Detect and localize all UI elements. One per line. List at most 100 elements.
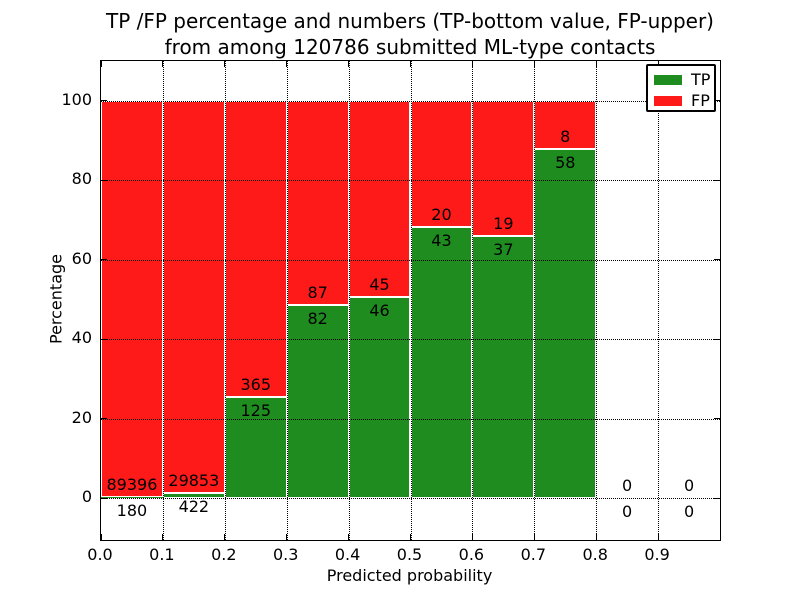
tp-count-label: 82 bbox=[307, 309, 328, 329]
fp-count-label: 89396 bbox=[106, 475, 158, 495]
x-tick-mark-top bbox=[348, 61, 350, 67]
y-tick-label: 60 bbox=[71, 248, 92, 268]
y-tick-mark-right bbox=[714, 179, 720, 181]
x-tick-mark bbox=[348, 534, 350, 540]
legend-item-fp: FP bbox=[654, 92, 710, 110]
x-tick-label: 0.3 bbox=[272, 545, 299, 564]
x-tick-label: 0.8 bbox=[582, 545, 608, 564]
y-tick-mark bbox=[101, 259, 107, 261]
gridline-horizontal bbox=[101, 180, 720, 182]
gridline-horizontal bbox=[101, 259, 720, 261]
fp-count-label: 365 bbox=[240, 374, 272, 394]
fp-count-label: 19 bbox=[493, 213, 514, 233]
gridline-vertical bbox=[472, 61, 474, 540]
gridline-horizontal bbox=[101, 100, 720, 102]
x-tick-label: 0.4 bbox=[334, 545, 361, 564]
x-tick-label: 0.5 bbox=[396, 545, 423, 564]
fp-legend-label: FP bbox=[691, 91, 710, 110]
gridline-horizontal bbox=[101, 339, 720, 341]
legend-item-tp: TP bbox=[654, 71, 710, 89]
x-tick-mark bbox=[100, 534, 102, 540]
fp-bar-segment bbox=[286, 100, 349, 306]
fp-bar-segment bbox=[224, 100, 287, 397]
y-tick-mark bbox=[101, 179, 107, 181]
y-tick-mark-right bbox=[714, 338, 720, 340]
y-tick-mark bbox=[101, 100, 107, 102]
fp-bar-segment bbox=[101, 100, 163, 498]
tp-bar-segment bbox=[534, 148, 597, 499]
fp-bar-segment bbox=[162, 100, 225, 493]
y-tick-label: 20 bbox=[71, 407, 92, 427]
tp-count-label: 422 bbox=[178, 496, 210, 516]
y-tick-mark bbox=[101, 418, 107, 420]
y-tick-mark-right bbox=[714, 418, 720, 420]
tp-legend-label: TP bbox=[691, 70, 711, 89]
gridline-vertical bbox=[162, 61, 164, 540]
tp-count-label: 0 bbox=[622, 502, 633, 522]
y-tick-mark bbox=[101, 497, 107, 499]
x-tick-label: 0.0 bbox=[87, 545, 113, 564]
fp-count-label: 0 bbox=[683, 476, 695, 496]
gridline-vertical bbox=[224, 61, 226, 540]
tp-count-label: 43 bbox=[431, 230, 452, 250]
fp-bar-segment bbox=[348, 100, 411, 298]
x-tick-mark-top bbox=[224, 61, 226, 67]
x-tick-mark bbox=[657, 534, 659, 540]
tp-bar-segment bbox=[101, 497, 163, 499]
tp-count-label: 46 bbox=[369, 301, 390, 321]
chart-title: TP /FP percentage and numbers (TP-bottom… bbox=[0, 8, 800, 60]
x-tick-mark-top bbox=[533, 61, 535, 67]
tp-bar-segment bbox=[472, 235, 535, 499]
tp-bar-segment bbox=[348, 297, 411, 499]
gridline-vertical bbox=[658, 61, 660, 540]
x-tick-mark bbox=[286, 534, 288, 540]
x-tick-mark bbox=[162, 534, 164, 540]
gridline-vertical bbox=[410, 61, 412, 540]
tp-legend-swatch bbox=[654, 75, 682, 85]
y-tick-label: 0 bbox=[81, 487, 92, 507]
gridline-horizontal bbox=[101, 418, 720, 420]
gridline-vertical bbox=[348, 61, 350, 540]
x-tick-mark bbox=[533, 534, 535, 540]
chart-title-line2: from among 120786 submitted ML-type cont… bbox=[164, 35, 656, 59]
gridline-vertical bbox=[286, 61, 288, 540]
plot-area: 89396 180 29853 422 365 125 87 82 45 46 20 43 19 37 8 5… bbox=[100, 60, 721, 541]
y-tick-label: 40 bbox=[71, 328, 92, 348]
fp-bar-segment bbox=[410, 100, 473, 227]
x-tick-mark-top bbox=[471, 61, 473, 67]
legend: TP FP bbox=[646, 64, 716, 112]
tp-bar-segment bbox=[224, 396, 287, 499]
y-tick-mark bbox=[101, 338, 107, 340]
x-tick-label: 0.1 bbox=[149, 545, 175, 564]
x-tick-mark-top bbox=[410, 61, 411, 67]
x-tick-mark bbox=[471, 534, 473, 540]
gridline-vertical bbox=[596, 61, 598, 540]
tp-count-label: 58 bbox=[555, 152, 576, 172]
x-tick-mark bbox=[224, 534, 226, 540]
gridline-horizontal bbox=[101, 498, 720, 500]
fp-count-label: 45 bbox=[369, 275, 390, 295]
fp-count-label: 8 bbox=[560, 126, 571, 146]
y-tick-label: 80 bbox=[71, 169, 92, 189]
tp-bar-segment bbox=[410, 226, 473, 499]
y-tick-label: 100 bbox=[61, 89, 92, 109]
tp-count-label: 0 bbox=[683, 502, 695, 522]
x-tick-mark bbox=[410, 534, 411, 540]
x-axis-label: Predicted probability bbox=[326, 566, 493, 585]
fp-count-label: 20 bbox=[431, 204, 452, 224]
gridline-vertical bbox=[534, 61, 536, 540]
fp-count-label: 87 bbox=[307, 283, 328, 303]
x-tick-mark-top bbox=[595, 61, 597, 67]
x-tick-mark bbox=[595, 534, 597, 540]
tp-count-label: 37 bbox=[493, 239, 514, 259]
y-tick-mark-right bbox=[714, 100, 720, 102]
x-tick-label: 0.9 bbox=[644, 545, 670, 564]
x-tick-label: 0.2 bbox=[211, 545, 237, 564]
tp-count-label: 125 bbox=[240, 400, 272, 420]
tp-count-label: 180 bbox=[116, 501, 148, 521]
chart-title-line1: TP /FP percentage and numbers (TP-bottom… bbox=[106, 9, 714, 33]
y-tick-mark-right bbox=[714, 497, 720, 499]
x-tick-mark-top bbox=[162, 61, 164, 67]
y-tick-mark-right bbox=[714, 259, 720, 261]
